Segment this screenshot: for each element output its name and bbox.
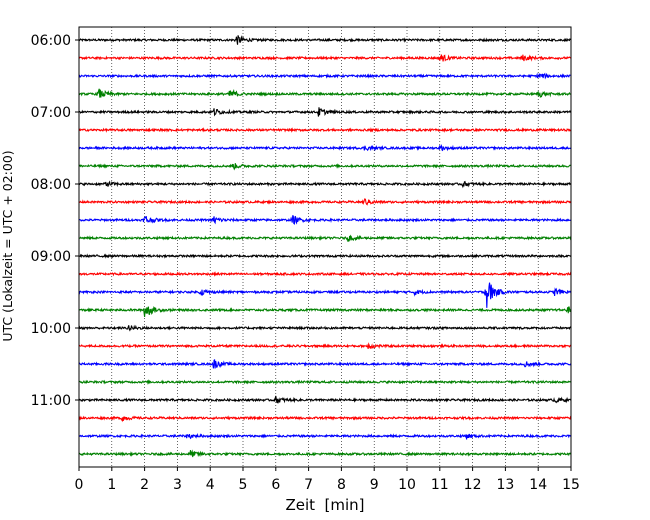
trace-1045: [78, 379, 572, 385]
y-axis-label: UTC (Lokalzeit = UTC + 02:00): [0, 150, 15, 341]
trace-0600: [78, 35, 572, 45]
x-axis-label: Zeit [min]: [285, 496, 364, 514]
y-tick-label: 11:00: [31, 393, 71, 409]
trace-0645: [78, 88, 572, 98]
trace-0830: [78, 215, 572, 225]
seismic-traces: [78, 35, 572, 458]
trace-0815: [78, 197, 572, 206]
x-tick-label: 8: [337, 477, 346, 493]
grid-lines: [111, 27, 539, 467]
trace-0915: [78, 271, 572, 277]
x-tick-label: 1: [107, 477, 116, 493]
trace-1115: [78, 415, 572, 423]
trace-1130: [78, 432, 572, 440]
trace-0715: [78, 127, 572, 133]
y-tick-label: 08:00: [31, 177, 71, 193]
trace-1100: [78, 395, 572, 404]
x-tick-label: 10: [398, 477, 416, 493]
trace-0745: [78, 163, 572, 171]
x-tick-label: 3: [173, 477, 182, 493]
x-tick-label: 0: [75, 477, 84, 493]
trace-0700: [78, 107, 572, 117]
trace-0845: [78, 234, 572, 242]
x-tick-label: 2: [140, 477, 149, 493]
x-axis: 0 1 2 3 4 5 6 7 8 9 10 11 12 13 14 15: [75, 467, 580, 493]
x-tick-label: 6: [271, 477, 280, 493]
x-tick-label: 5: [239, 477, 248, 493]
y-tick-label: 09:00: [31, 249, 71, 265]
trace-0800: [78, 180, 572, 189]
y-tick-label: 06:00: [31, 33, 71, 49]
trace-0615: [78, 54, 572, 62]
trace-1145: [78, 449, 572, 458]
trace-0900: [78, 253, 572, 259]
trace-1015: [78, 342, 572, 349]
y-tick-label: 10:00: [31, 321, 71, 337]
plot-frame: [78, 26, 572, 468]
x-tick-label: 7: [304, 477, 313, 493]
x-tick-label: 4: [206, 477, 215, 493]
trace-0730: [78, 143, 572, 152]
trace-0630: [78, 72, 572, 80]
y-tick-label: 07:00: [31, 105, 71, 121]
y-axis: 06:00 07:00 08:00 09:00 10:00 11:00: [31, 33, 79, 409]
x-tick-label: 12: [464, 477, 482, 493]
x-tick-label: 15: [562, 477, 580, 493]
x-tick-label: 9: [370, 477, 379, 493]
trace-0930: [78, 282, 572, 308]
trace-1000: [78, 324, 572, 332]
x-tick-label: 13: [496, 477, 514, 493]
x-tick-label: 14: [529, 477, 547, 493]
trace-0945: [78, 306, 572, 317]
x-tick-label: 11: [431, 477, 449, 493]
trace-1030: [78, 358, 572, 369]
